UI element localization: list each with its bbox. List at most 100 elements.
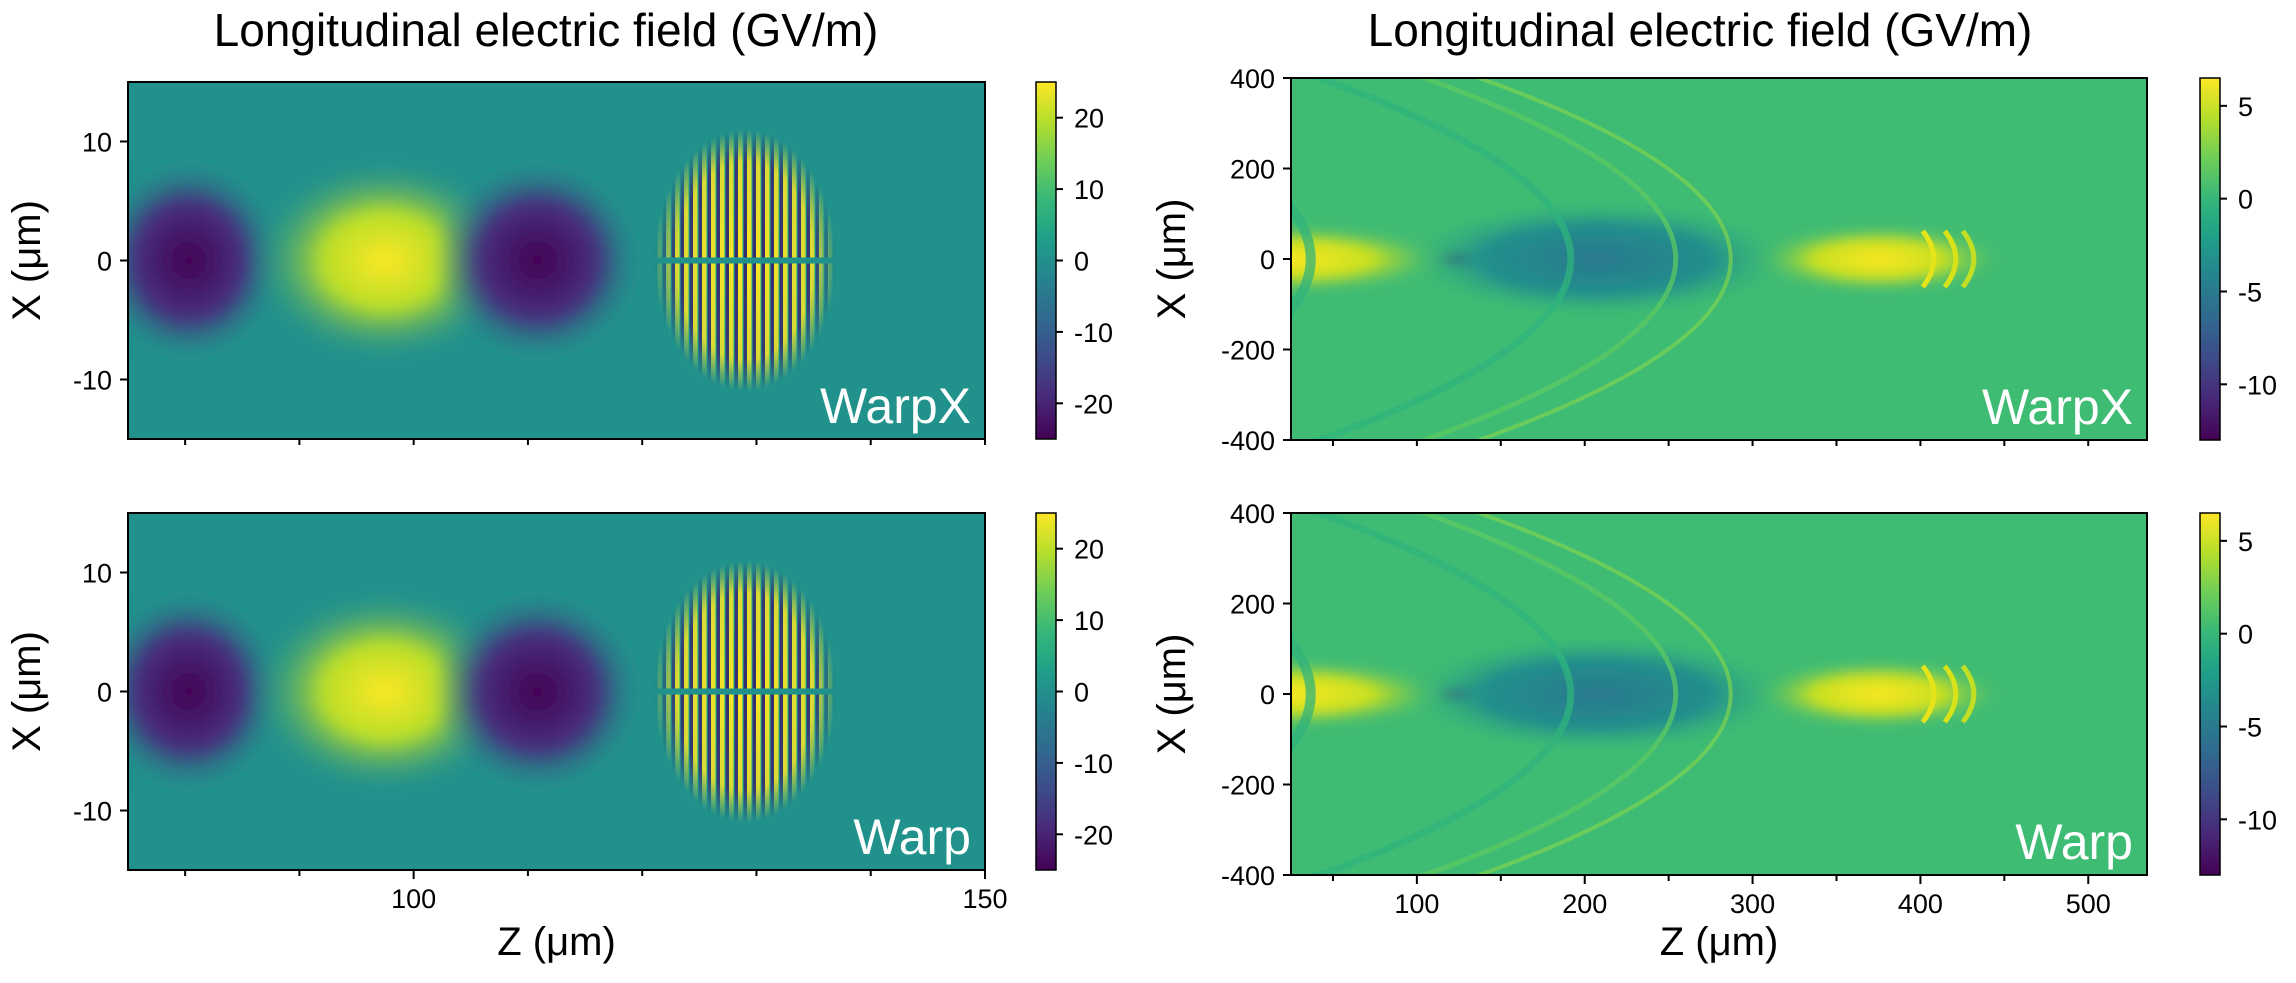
heatmap-right-top: [1291, 78, 2147, 440]
y-tick-label: 400: [1230, 64, 1275, 94]
y-axis-label: X (μm): [5, 631, 49, 752]
wake-arc: [1473, 513, 1733, 875]
colorbar-tick-label: -20: [1074, 820, 1113, 850]
colorbar-tick-label: 0: [2238, 620, 2253, 650]
colorbar-tick-label: 0: [1074, 678, 1089, 708]
x-axis-label: Z (μm): [1660, 920, 1779, 964]
laser-axis-gap: [653, 257, 837, 264]
field-lobe-negative: [430, 587, 645, 796]
x-tick-label: 100: [391, 884, 436, 914]
field-lobe-negative: [1404, 636, 1790, 752]
y-tick-label: 10: [82, 559, 112, 589]
field-lobe-negative: [430, 156, 645, 365]
code-label: WarpX: [820, 378, 971, 434]
colorbar-tick-label: -10: [1074, 318, 1113, 348]
y-tick-label: 200: [1230, 590, 1275, 620]
wake-arc: [1416, 78, 1678, 440]
colorbar-tick-label: -5: [2238, 277, 2262, 307]
bubble-ring: [1960, 664, 1977, 724]
colorbar: 20 10 0 -10 -20: [1035, 512, 1113, 871]
x-tick-label: 500: [2066, 889, 2111, 919]
field-lobe-negative: [128, 588, 286, 795]
colorbar: 5 0 -5 -10: [2199, 512, 2277, 876]
field-lobe-negative: [128, 157, 286, 364]
y-axis-label: X (μm): [1150, 634, 1194, 755]
wake-arc: [1473, 78, 1733, 440]
colorbar: 20 10 0 -10 -20: [1035, 81, 1113, 440]
field-lobe-positive: [1291, 657, 1456, 731]
x-tick-label: 300: [1730, 889, 1775, 919]
panel-right-bottom: Warp 400 200 0 -200 -400 X (μm) 100 200 300 400 500…: [1150, 499, 2277, 964]
x-tick-label: 200: [1562, 889, 1607, 919]
heatmap-left-bottom: [128, 513, 985, 870]
colorbar-tick-label: -20: [1074, 389, 1113, 419]
bubble-rings: [1920, 664, 1977, 724]
y-tick-label: 0: [1260, 245, 1275, 275]
y-tick-label: 0: [97, 678, 112, 708]
colorbar-gradient: [1035, 512, 1057, 871]
code-label: Warp: [853, 809, 971, 865]
colorbar-tick-label: -5: [2238, 712, 2262, 742]
field-lobe-positive: [1748, 657, 2009, 731]
y-tick-label: -10: [73, 797, 112, 827]
field-lobe-positive: [1291, 222, 1456, 296]
colorbar-tick-label: 0: [1074, 247, 1089, 277]
field-lobe-negative: [1404, 201, 1790, 317]
panel-left-top: WarpX Longitudinal electric field (GV/m) 1…: [5, 4, 1113, 445]
colorbar-tick-label: -10: [2238, 805, 2277, 835]
colorbar-tick-label: 0: [2238, 185, 2253, 215]
bubble-ring: [1942, 664, 1959, 724]
colorbar-gradient: [1035, 81, 1057, 440]
bubble-ring: [1920, 229, 1937, 289]
colorbar-tick-label: -10: [1074, 749, 1113, 779]
y-tick-label: -400: [1221, 426, 1275, 456]
code-label: WarpX: [1982, 379, 2133, 435]
wake-arc: [1308, 78, 1574, 440]
laser-axis-gap: [653, 688, 837, 695]
y-tick-label: 400: [1230, 499, 1275, 529]
colorbar-tick-label: 5: [2238, 92, 2253, 122]
y-tick-label: -400: [1221, 861, 1275, 891]
colorbar-tick-label: 20: [1074, 104, 1104, 134]
panel-title: Longitudinal electric field (GV/m): [214, 4, 879, 56]
colorbar-tick-label: 10: [1074, 175, 1104, 205]
wake-arc: [1291, 635, 1316, 753]
panel-right-top: WarpX Longitudinal electric field (GV/m) 4…: [1150, 4, 2277, 456]
y-tick-label: 0: [97, 247, 112, 277]
field-lobe-positive: [1748, 222, 2009, 296]
bubble-ring: [1942, 229, 1959, 289]
code-label: Warp: [2015, 814, 2133, 870]
colorbar: 5 0 -5 -10: [2199, 77, 2277, 441]
bubble-ring: [1920, 664, 1937, 724]
panel-title: Longitudinal electric field (GV/m): [1368, 4, 2033, 56]
heatmap-right-bottom: [1291, 513, 2147, 875]
colorbar-gradient: [2199, 512, 2221, 876]
wake-arc: [1308, 513, 1574, 875]
wake-arcs: [1291, 78, 1733, 440]
y-tick-label: 0: [1260, 680, 1275, 710]
y-tick-label: 200: [1230, 155, 1275, 185]
wake-arcs: [1291, 513, 1733, 875]
bubble-ring: [1960, 229, 1977, 289]
colorbar-gradient: [2199, 77, 2221, 441]
wake-arc: [1416, 513, 1678, 875]
heatmap-left-top: [128, 82, 985, 439]
y-axis-label: X (μm): [1150, 199, 1194, 320]
wake-arc: [1291, 200, 1316, 318]
y-tick-label: -200: [1221, 771, 1275, 801]
colorbar-tick-label: 10: [1074, 606, 1104, 636]
colorbar-tick-label: -10: [2238, 370, 2277, 400]
x-tick-label: 400: [1898, 889, 1943, 919]
y-axis-label: X (μm): [5, 200, 49, 321]
y-tick-label: 10: [82, 128, 112, 158]
y-tick-label: -10: [73, 366, 112, 396]
x-axis-label: Z (μm): [497, 920, 616, 964]
colorbar-tick-label: 20: [1074, 535, 1104, 565]
x-tick-label: 150: [962, 884, 1007, 914]
bubble-rings: [1920, 229, 1977, 289]
x-tick-label: 100: [1394, 889, 1439, 919]
colorbar-tick-label: 5: [2238, 527, 2253, 557]
y-tick-label: -200: [1221, 336, 1275, 366]
